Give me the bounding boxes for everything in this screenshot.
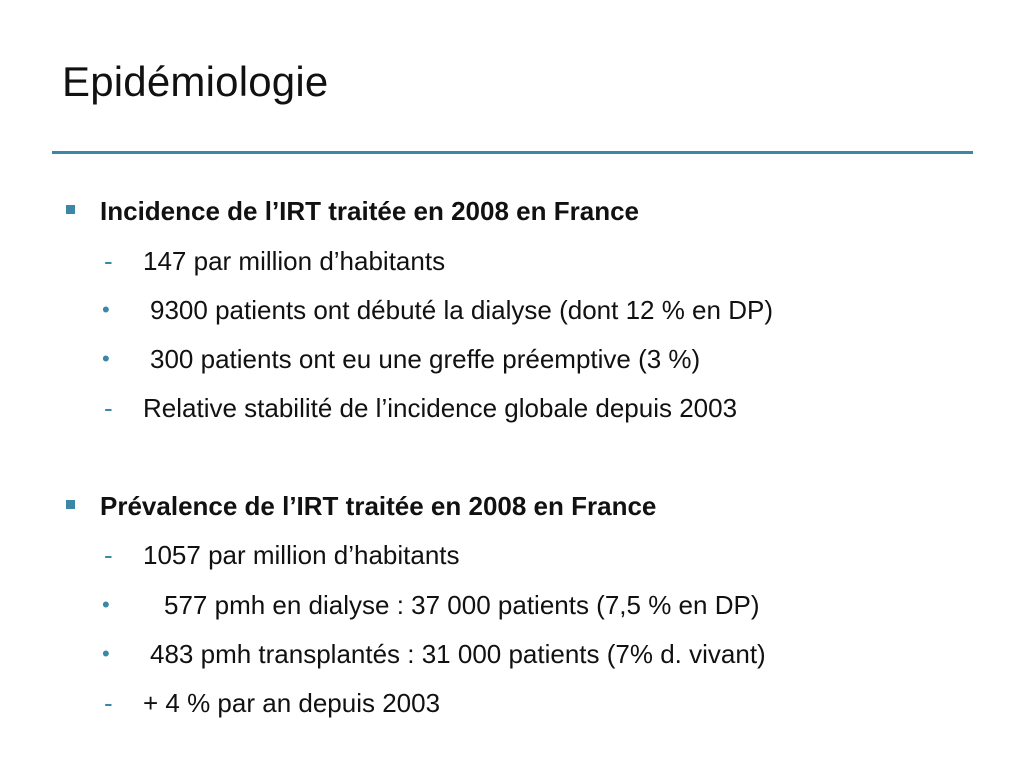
list-item: 1057 par million d’habitants — [143, 540, 460, 570]
dot-bullet-icon: • — [102, 592, 110, 617]
list-item: 300 patients ont eu une greffe préemptiv… — [150, 344, 701, 374]
dot-bullet-icon: • — [102, 297, 110, 322]
list-item: 9300 patients ont débuté la dialyse (don… — [150, 295, 773, 325]
dash-bullet-icon: - — [104, 393, 113, 423]
dash-bullet-icon: - — [104, 540, 113, 570]
slide-title: Epidémiologie — [62, 58, 329, 105]
square-bullet-icon — [66, 205, 75, 214]
list-item: 483 pmh transplantés : 31 000 patients (… — [150, 639, 766, 669]
list-item: 147 par million d’habitants — [143, 246, 446, 276]
dash-bullet-icon: - — [104, 246, 113, 276]
dot-bullet-icon: • — [102, 641, 110, 666]
dot-bullet-icon: • — [102, 346, 110, 371]
list-item: 577 pmh en dialyse : 37 000 patients (7,… — [164, 590, 760, 620]
list-item: + 4 % par an depuis 2003 — [143, 688, 441, 718]
list-item: Relative stabilité de l’incidence global… — [143, 393, 738, 423]
dash-bullet-icon: - — [104, 688, 113, 718]
section-heading-prevalence: Prévalence de l’IRT traitée en 2008 en F… — [100, 491, 657, 521]
title-divider — [52, 151, 973, 154]
section-heading-incidence: Incidence de l’IRT traitée en 2008 en Fr… — [100, 196, 639, 226]
square-bullet-icon — [66, 500, 75, 509]
